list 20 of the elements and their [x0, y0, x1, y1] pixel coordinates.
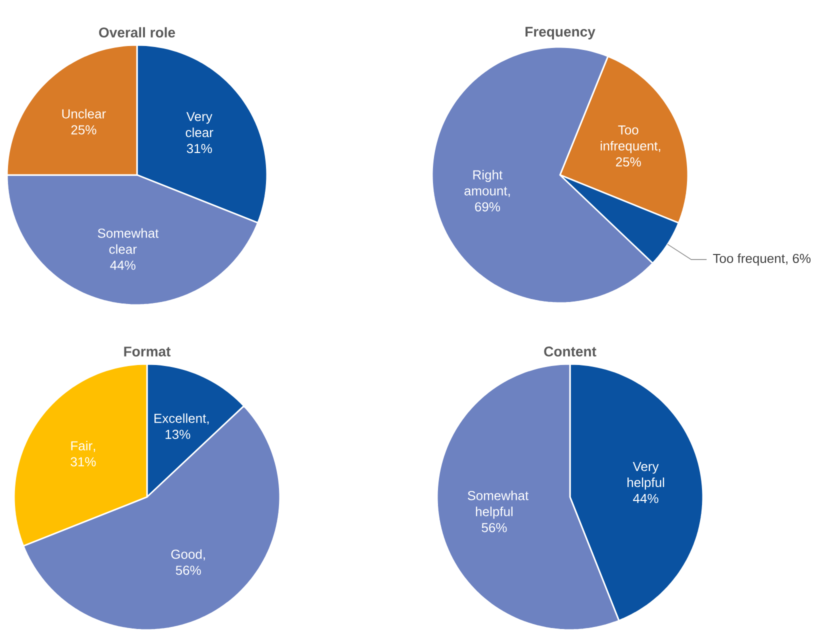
slice-label: Fair	[71, 440, 92, 450]
slice-label: Very helpful	[628, 462, 664, 490]
slice-label: Somewhat clear	[98, 228, 159, 254]
slice-label: Very clear	[186, 112, 214, 138]
slice-label: Good	[171, 549, 202, 559]
slice-label: Too frequent	[713, 254, 785, 266]
data-label: 31%	[186, 144, 212, 154]
data-label: 56%	[482, 523, 507, 532]
slice-label: Right amount	[464, 170, 508, 196]
chart-title: Overall role	[99, 27, 176, 38]
chart-title: Frequency	[526, 26, 596, 40]
chart-title: Format	[124, 346, 171, 356]
data-label: , 6%	[786, 254, 811, 265]
data-label: 25%	[71, 125, 96, 134]
data-label: 44%	[110, 260, 136, 270]
slice-label: Unclear	[62, 108, 106, 118]
chart-title: Content	[544, 346, 596, 356]
slice-label: Somewhat helpful	[468, 490, 529, 519]
data-label: 44%	[633, 494, 658, 504]
slice-label: Excellent	[154, 413, 206, 423]
